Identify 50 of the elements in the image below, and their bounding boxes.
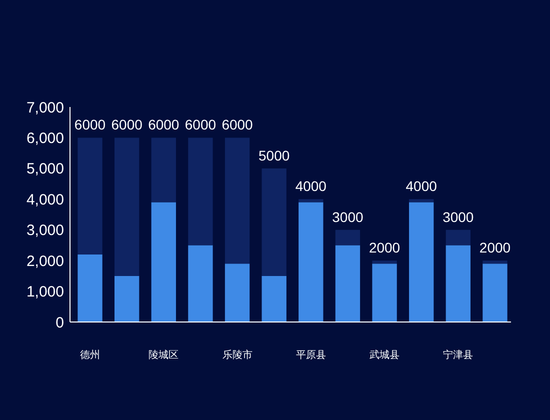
x-tick-label: 陵城区 (148, 349, 179, 361)
bar (335, 230, 360, 246)
total-label: 2000 (368, 240, 400, 256)
bar (224, 264, 250, 322)
y-tick-label: 2,000 (26, 252, 64, 270)
total-label: 6000 (222, 116, 254, 133)
total-label: 6000 (74, 116, 106, 133)
total-label: 6000 (148, 116, 180, 133)
bar (78, 254, 102, 322)
bar (224, 138, 250, 264)
total-label: 4000 (295, 178, 327, 194)
y-tick-label: 5,000 (26, 160, 64, 178)
bar (262, 168, 286, 276)
total-label: 6000 (111, 116, 143, 133)
bar (372, 260, 397, 264)
total-label: 5000 (258, 147, 290, 164)
bar (151, 202, 176, 322)
bar (262, 276, 286, 322)
y-tick-label: 1,000 (26, 284, 64, 301)
y-tick-label: 4,000 (26, 191, 64, 208)
y-tick-label: 3,000 (26, 222, 64, 240)
y-tick-label: 6,000 (26, 130, 64, 147)
total-label: 2000 (479, 240, 511, 256)
y-tick-label: 7,000 (26, 99, 64, 116)
x-tick-label: 平原县 (296, 350, 326, 361)
y-tick-label: 0 (56, 314, 64, 332)
bar (298, 199, 324, 202)
bar (78, 138, 102, 254)
bar (446, 230, 471, 246)
bar (482, 260, 508, 264)
total-label: 3000 (442, 208, 474, 225)
bar (335, 245, 360, 322)
x-tick-label: 宁津县 (443, 349, 474, 361)
total-label: 6000 (184, 116, 216, 133)
bar (298, 202, 324, 322)
bar (114, 138, 140, 276)
bar (409, 202, 434, 322)
bar (409, 199, 434, 202)
bar (446, 245, 471, 322)
bar (114, 276, 140, 322)
x-tick-label: 武城县 (370, 349, 400, 361)
total-label: 3000 (332, 208, 364, 225)
bar (482, 264, 508, 322)
total-label: 4000 (406, 178, 438, 194)
x-tick-label: 德州 (80, 349, 100, 361)
bar (188, 245, 213, 322)
bar (188, 138, 213, 246)
bar (372, 264, 397, 322)
bar (151, 138, 176, 202)
x-tick-label: 乐陵市 (222, 349, 252, 361)
